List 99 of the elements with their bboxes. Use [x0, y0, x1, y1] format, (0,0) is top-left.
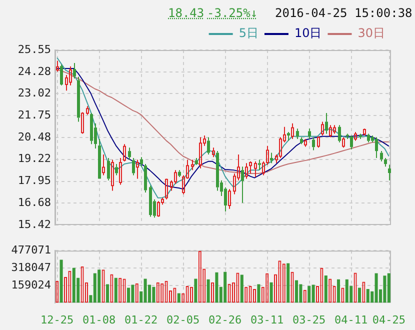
candlestick	[136, 159, 139, 180]
bar	[126, 288, 130, 303]
candlestick	[296, 128, 299, 140]
candlestick	[224, 186, 227, 212]
candlestick	[111, 159, 114, 192]
text: -3.25%↓	[207, 6, 258, 20]
y-tick-label: 25.55	[18, 42, 51, 56]
bar	[345, 279, 348, 303]
candlestick	[270, 152, 273, 164]
bar	[98, 270, 101, 303]
candlestick	[132, 157, 135, 176]
y-tick-label: 20.48	[18, 130, 51, 144]
bar	[194, 278, 198, 303]
bar	[144, 278, 147, 303]
x-tick-label: 02-05	[166, 313, 200, 326]
bar	[387, 273, 390, 303]
x-tick-label: 12-25	[40, 313, 74, 326]
candlestick	[107, 157, 110, 181]
bar	[224, 272, 227, 303]
y-tick-label: 24.28	[18, 64, 51, 78]
candlestick	[56, 60, 59, 72]
bar	[60, 260, 63, 303]
bar	[240, 274, 244, 303]
candlestick	[195, 157, 198, 166]
legend-label: 10日	[294, 26, 322, 40]
candlestick	[207, 136, 210, 156]
y-tick-label: 19.22	[18, 152, 51, 166]
x-tick-label: 04-25	[372, 313, 406, 326]
candlestick	[144, 164, 147, 194]
bar	[366, 289, 370, 303]
candlestick	[115, 164, 118, 176]
y-tick-label: 21.75	[18, 108, 51, 122]
bar	[131, 284, 134, 303]
candlestick	[287, 132, 290, 142]
bar	[106, 284, 110, 303]
candlestick	[149, 185, 152, 218]
bar	[206, 279, 210, 303]
bar	[374, 273, 378, 303]
candlestick	[73, 62, 76, 80]
candlestick	[60, 64, 63, 86]
candlestick	[384, 157, 387, 168]
bar	[336, 279, 340, 303]
x-tick-label: 03-11	[250, 313, 284, 326]
candlestick	[128, 147, 131, 160]
bar	[294, 280, 298, 303]
candlestick	[346, 133, 349, 140]
bar	[308, 286, 311, 303]
x-tick-label: 01-22	[124, 313, 158, 326]
text: 18.43	[168, 6, 204, 20]
bar	[114, 278, 118, 303]
bar	[286, 263, 290, 303]
bar	[177, 293, 180, 303]
candlestick	[325, 112, 328, 134]
y-tick-label: 17.95	[18, 174, 51, 188]
candlestick	[380, 150, 383, 162]
legend-label: 5日	[238, 26, 258, 40]
candlestick	[258, 159, 261, 171]
candlestick	[98, 138, 101, 179]
candlestick	[312, 136, 315, 151]
bar	[152, 286, 156, 303]
y-tick-label: 159024	[11, 278, 52, 292]
candlestick	[300, 136, 303, 145]
y-tick-label: 318047	[11, 260, 51, 274]
candlestick	[375, 136, 378, 158]
candlestick	[178, 170, 181, 178]
candlestick	[77, 76, 80, 122]
candlestick	[241, 166, 244, 204]
candlestick	[216, 150, 219, 192]
x-tick-label: 03-25	[292, 313, 326, 326]
bar	[299, 284, 302, 303]
y-tick-label: 16.68	[18, 196, 51, 210]
y-tick-label: 15.42	[18, 218, 51, 231]
candlestick	[350, 135, 353, 150]
bar	[72, 268, 76, 303]
x-tick-label: 01-08	[82, 313, 116, 326]
candlestick	[199, 136, 202, 169]
legend-label: 30日	[358, 26, 386, 40]
candlestick	[254, 160, 257, 178]
candlestick	[338, 124, 341, 143]
bar	[270, 282, 273, 303]
candlestick	[359, 133, 362, 140]
candlestick	[90, 112, 93, 145]
bar	[93, 273, 96, 303]
bar	[257, 284, 260, 303]
x-tick-label: 02-26	[208, 313, 242, 326]
candlestick	[367, 133, 370, 143]
bar	[383, 276, 386, 303]
x-tick-label: 04-11	[334, 313, 368, 326]
bar	[358, 288, 362, 303]
y-tick-label: 477071	[11, 243, 51, 256]
bar	[324, 275, 328, 303]
candlestick	[102, 154, 105, 176]
candlestick	[388, 164, 391, 181]
candlestick	[140, 156, 143, 168]
bar	[215, 272, 218, 303]
candlestick	[308, 128, 311, 140]
bar	[312, 284, 315, 303]
y-tick-label: 23.02	[18, 86, 51, 100]
text: 2016-04-25 15:00:38	[275, 6, 412, 20]
